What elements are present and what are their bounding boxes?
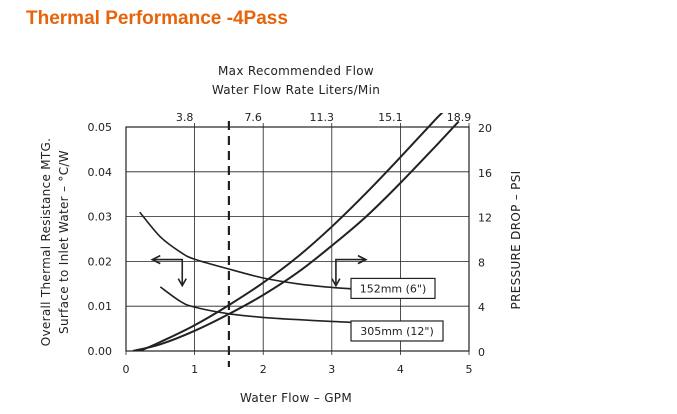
pressure-drop-curve [139, 113, 444, 351]
top-tick-label: 18.9 [447, 111, 472, 124]
y-tick-label: 0.02 [88, 255, 113, 268]
y-tick-label: 0.03 [88, 211, 113, 224]
y2-tick-label: 20 [478, 122, 492, 135]
pressure-axis-arrow [331, 254, 368, 288]
x-tick-label: 2 [260, 363, 267, 376]
series-label: 152mm (6") [350, 277, 436, 300]
y2-tick-label: 4 [478, 301, 485, 314]
top-tick-label: 15.1 [378, 111, 403, 124]
x-axis-label: Water Flow – GPM [240, 391, 352, 405]
x-tick-label: 4 [397, 363, 404, 376]
y-tick-label: 0.05 [88, 121, 113, 134]
series-label: 305mm (12") [350, 320, 444, 342]
y-axis-label-line1: Overall Thermal Resistance MTG. [39, 138, 53, 347]
pressure-drop-curve [132, 120, 460, 351]
y2-tick-label: 16 [478, 167, 492, 180]
arrow-head-horizontal [357, 254, 368, 265]
plot-frame [125, 126, 470, 352]
arrow-head-vertical [177, 278, 187, 288]
arrow-stem [152, 258, 184, 286]
series-label-box [350, 320, 444, 342]
y-tick-label: 0.00 [88, 345, 113, 358]
arrow-head-horizontal [150, 254, 161, 265]
x-tick-label: 5 [466, 363, 473, 376]
x-tick-label: 0 [123, 363, 130, 376]
y2-tick-label: 0 [478, 346, 485, 359]
thermal-axis-arrow [150, 254, 187, 288]
page-title: Thermal Performance -4Pass [26, 8, 288, 29]
series-label-text: 305mm (12") [360, 325, 434, 338]
y2-tick-label: 12 [478, 212, 492, 225]
y-axis-label-line2: Surface to Inlet Water – °C/W [57, 150, 71, 334]
y2-tick-label: 8 [478, 256, 485, 269]
x-tick-label: 1 [191, 363, 198, 376]
arrow-stem [335, 258, 366, 286]
top-tick-label: 3.8 [176, 111, 194, 124]
series-label-text: 152mm (6") [360, 282, 427, 295]
arrow-head-vertical [331, 278, 341, 288]
y-tick-label: 0.04 [88, 166, 113, 179]
y2-axis-label: PRESSURE DROP – PSI [509, 171, 523, 310]
top-title: Max Recommended Flow [218, 64, 374, 78]
series-label-box [350, 277, 436, 300]
y-tick-label: 0.01 [88, 300, 113, 313]
top-tick-label: 11.3 [310, 111, 335, 124]
x-tick-label: 3 [328, 363, 335, 376]
top-axis-label: Water Flow Rate Liters/Min [212, 83, 380, 97]
top-tick-label: 7.6 [244, 111, 262, 124]
